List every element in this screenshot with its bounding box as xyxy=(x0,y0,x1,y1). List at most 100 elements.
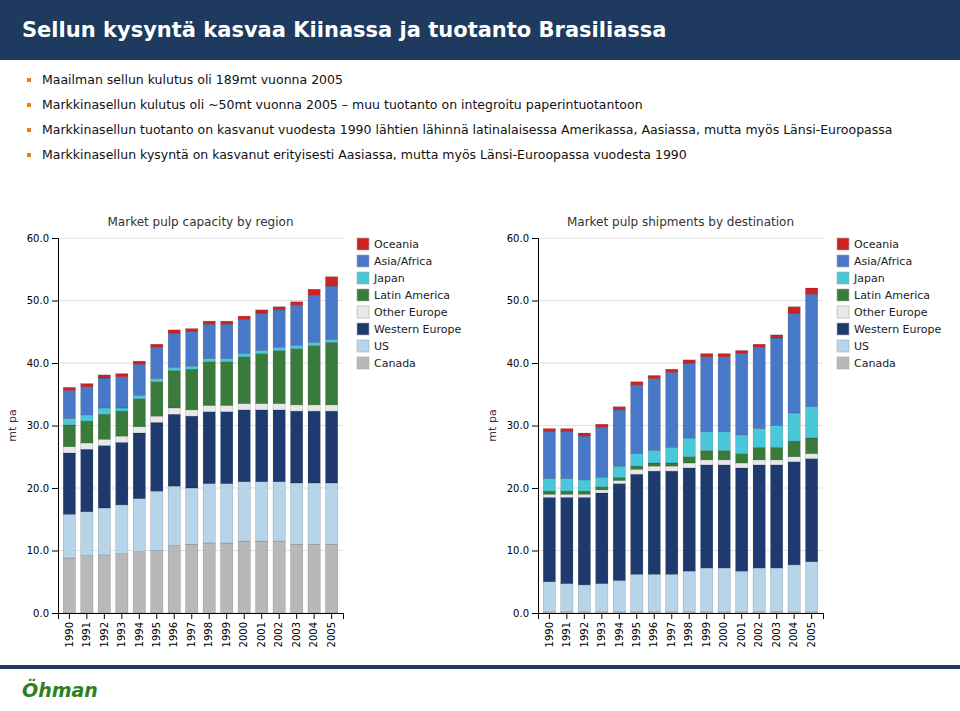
x-tick-label: 1992 xyxy=(99,622,110,647)
bar-segment xyxy=(291,405,303,411)
bar-segment xyxy=(736,454,748,463)
bar-series xyxy=(63,339,338,425)
legend-label: Other Europe xyxy=(374,306,448,319)
bar-segment xyxy=(578,497,590,585)
bar-segment xyxy=(788,413,800,441)
y-tick-label: 60.0 xyxy=(507,233,529,244)
bar-segment xyxy=(273,410,285,482)
bar-segment xyxy=(116,374,128,377)
x-tick-mark xyxy=(139,613,140,619)
bar-segment xyxy=(753,568,765,612)
bar-segment xyxy=(273,307,285,310)
bar-segment xyxy=(308,483,320,544)
plot-area xyxy=(543,288,818,613)
bar-segment xyxy=(326,286,338,339)
title-bar: Sellun kysyntä kasvaa Kiinassa ja tuotan… xyxy=(0,0,960,60)
bar-segment xyxy=(683,360,695,363)
bar-segment xyxy=(168,546,180,614)
bar-segment xyxy=(788,441,800,457)
bar-segment xyxy=(273,310,285,348)
bar-segment xyxy=(666,369,678,372)
y-axis-title: mt pa xyxy=(6,409,19,441)
legend-label: US xyxy=(854,340,869,353)
bar-series xyxy=(63,404,338,453)
y-tick-mark xyxy=(532,488,538,489)
footer-text: Öhman xyxy=(22,679,98,701)
bar-segment xyxy=(168,486,180,545)
bar-segment xyxy=(116,377,128,408)
bar-segment xyxy=(578,480,590,491)
bar-segment xyxy=(63,514,75,558)
bar-series xyxy=(63,286,338,419)
x-tick-label: 2004 xyxy=(788,622,799,647)
bar-segment xyxy=(308,544,320,613)
y-tick: 30.0 xyxy=(507,420,538,431)
bar-segment xyxy=(666,372,678,447)
x-tick-mark xyxy=(619,613,620,619)
y-tick: 30.0 xyxy=(27,420,58,431)
bar-segment xyxy=(561,497,573,583)
y-tick-label: 20.0 xyxy=(507,483,529,494)
bar-segment xyxy=(98,378,110,408)
x-tick-mark xyxy=(654,613,655,619)
bar-segment xyxy=(186,332,198,366)
x-tick: 2004 xyxy=(308,613,319,647)
bar-segment xyxy=(81,449,93,512)
bar-segment xyxy=(736,435,748,454)
x-tick-label: 1995 xyxy=(151,622,162,647)
grid-line xyxy=(538,300,823,301)
bar-segment xyxy=(701,568,713,612)
bar-segment xyxy=(718,354,730,357)
bar-segment xyxy=(98,508,110,555)
x-tick-label: 1994 xyxy=(614,622,625,647)
bar-segment xyxy=(806,562,818,612)
x-tick-mark xyxy=(549,613,550,619)
x-tick-label: 1997 xyxy=(186,622,197,647)
bar-segment xyxy=(753,460,765,465)
x-tick-mark xyxy=(174,613,175,619)
bar-segment xyxy=(648,451,660,464)
y-tick-mark xyxy=(52,551,58,552)
x-tick-mark xyxy=(794,613,795,619)
bar-segment xyxy=(308,411,320,483)
bar-segment xyxy=(273,351,285,404)
bar-segment xyxy=(631,474,643,574)
bar-segment xyxy=(613,484,625,581)
bar-segment xyxy=(203,543,215,613)
bar-segment xyxy=(63,558,75,613)
y-tick-label: 60.0 xyxy=(27,233,49,244)
x-tick-mark xyxy=(811,613,812,619)
bar-segment xyxy=(753,429,765,448)
bar-segment xyxy=(648,376,660,379)
bar-segment xyxy=(238,319,250,353)
bar-segment xyxy=(291,349,303,405)
bar-segment xyxy=(291,305,303,346)
bar-segment xyxy=(221,484,233,543)
legend-swatch xyxy=(837,272,849,284)
bar-segment xyxy=(683,438,695,457)
legend-label: Latin America xyxy=(374,289,450,302)
y-tick-mark xyxy=(52,238,58,239)
bar-segment xyxy=(151,416,163,422)
bar-segment xyxy=(561,491,573,494)
x-tick-label: 1990 xyxy=(64,622,75,647)
bar-segment xyxy=(291,544,303,613)
x-tick: 2005 xyxy=(326,613,337,647)
bar-segment xyxy=(168,414,180,486)
bar-segment xyxy=(151,491,163,550)
bar-segment xyxy=(543,582,555,612)
bar-segment xyxy=(221,406,233,412)
x-tick-mark xyxy=(121,613,122,619)
bar-segment xyxy=(701,354,713,357)
legend-item: Oceania xyxy=(357,238,419,251)
bar-segment xyxy=(221,412,233,484)
bar-segment xyxy=(63,425,75,447)
y-tick-label: 0.0 xyxy=(33,608,49,619)
bullet: Markkinasellun kysyntä on kasvanut erity… xyxy=(42,147,936,164)
legend-swatch xyxy=(837,357,849,369)
bar-segment xyxy=(63,391,75,419)
charts-svg: 1990199119921993199419951996199719981999… xyxy=(0,210,960,665)
y-tick: 20.0 xyxy=(27,483,58,494)
x-tick: 1997 xyxy=(666,613,677,647)
x-axis: 1990199119921993199419951996199719981999… xyxy=(59,613,344,647)
